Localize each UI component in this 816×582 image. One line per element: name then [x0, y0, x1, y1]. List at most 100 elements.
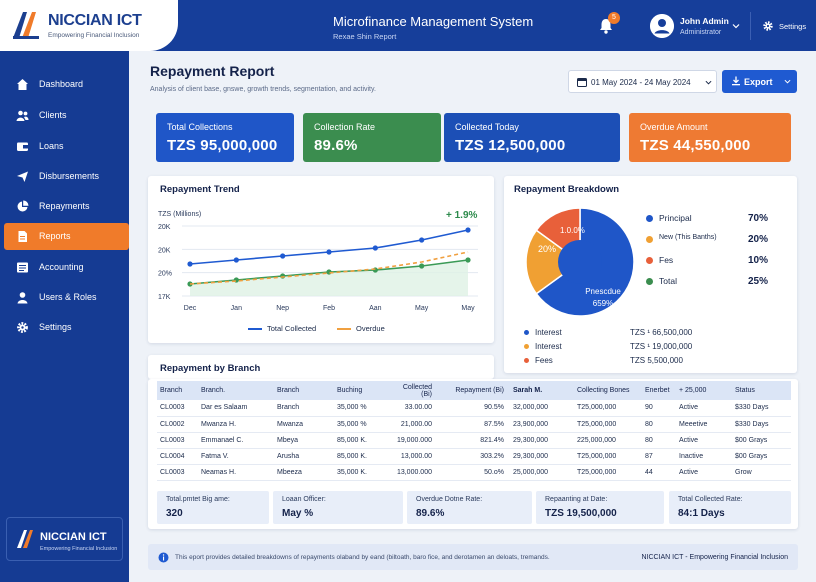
brand-logo[interactable]: NICCIAN ICT Empowering Financial Inclusi… — [0, 0, 178, 51]
sidebar-brand-name: NICCIAN ICT — [40, 531, 107, 543]
cell-repayment: 303.2% — [438, 448, 510, 465]
legend-label: Overdue — [356, 324, 385, 333]
legend-dot — [646, 278, 653, 285]
sidebar-brand-tagline: Empowering Financial Inclusion — [40, 546, 118, 552]
breakdown-name: New (This Banths) — [659, 234, 717, 241]
y-tick-label: 20% — [158, 271, 172, 278]
summary-label: Total Collected Rate: — [678, 496, 743, 503]
summary-label: Repaanting at Date: — [545, 496, 608, 503]
data-point — [326, 249, 332, 255]
status-badge: Inactive — [676, 448, 732, 465]
date-range-picker[interactable]: 01 May 2024 - 24 May 2024 — [568, 70, 717, 93]
pie-label: Pnescdue 659% — [585, 287, 621, 308]
cell-repayment: 87.5% — [438, 416, 510, 433]
summary-card: Repaanting at Date: TZS 19,500,000 — [536, 491, 664, 524]
trend-unit-label: TZS (Millions) — [158, 211, 202, 218]
table-row[interactable]: CL0002 Mwanza H. Mwanza 35,000 % 21,000.… — [157, 416, 791, 433]
chevron-down-icon[interactable] — [732, 22, 740, 30]
sidebar-item-clients[interactable]: Clients — [4, 102, 129, 129]
data-point — [372, 245, 378, 251]
avatar[interactable] — [650, 14, 674, 38]
summary-label: Loaan Officer: — [282, 496, 326, 503]
cell-count: 44 — [642, 464, 676, 481]
legend-total-collected: Total Collected — [248, 324, 316, 333]
cell-collected: 13,000.000 — [391, 464, 438, 481]
table-row[interactable]: CL0003 Neamas H. Mbeeza 35,000 K. 13,000… — [157, 464, 791, 481]
column-header[interactable]: Buching — [334, 381, 391, 400]
data-point — [280, 253, 286, 259]
pie-label: 20% — [538, 244, 557, 254]
table-row[interactable]: CL0003 Dar es Salaam Branch 35,000 % 33.… — [157, 400, 791, 417]
column-header[interactable]: Enerbet — [642, 381, 676, 400]
cell-repayment: 90.5% — [438, 400, 510, 417]
data-point — [372, 267, 378, 273]
column-header[interactable]: Status — [732, 381, 791, 400]
legend-label: Total Collected — [267, 324, 317, 333]
breakdown-legend-row: Principal 70% — [504, 213, 784, 227]
y-tick-label: 20K — [158, 224, 171, 231]
gear-icon[interactable] — [762, 20, 774, 32]
cell-amount: 32,000,000 — [510, 400, 574, 417]
cell-count: 80 — [642, 432, 676, 449]
cell-collecting: T25,000,000 — [574, 448, 642, 465]
cell-branch: Branch — [274, 400, 334, 417]
sidebar-item-accounting[interactable]: Accounting — [4, 254, 129, 281]
cell-id: CL0004 — [157, 448, 198, 465]
sidebar-item-disbursements[interactable]: Disbursements — [4, 163, 129, 190]
sidebar-item-repayments[interactable]: Repayments — [4, 193, 129, 220]
user-name[interactable]: John Admin — [680, 16, 729, 26]
column-header[interactable]: Collecting Bones — [574, 381, 642, 400]
branch-panel-header: Repayment by Branch — [148, 355, 494, 379]
sidebar-item-dashboard[interactable]: Dashboard — [4, 71, 129, 98]
cell-booking: 35,000 % — [334, 416, 391, 433]
kpi-collection-rate: Collection Rate 89.6% — [303, 113, 441, 162]
column-header[interactable]: Branch. — [198, 381, 274, 400]
sidebar-brand: NICCIAN ICT Empowering Financial Inclusi… — [6, 517, 123, 561]
status-badge: Active — [676, 464, 732, 481]
breakdown-amount-row: Fees — [524, 356, 553, 370]
cell-name: Mwanza H. — [198, 416, 274, 433]
kpi-label: Overdue Amount — [640, 122, 708, 132]
table-row[interactable]: CL0003 Emmanael C. Mbeya 85,000 K. 19,00… — [157, 432, 791, 449]
info-text: This eport provides detailed breakdowns … — [175, 554, 550, 561]
report-icon — [18, 231, 27, 242]
column-header[interactable]: Repayment (Bi) — [438, 381, 510, 400]
column-header[interactable]: Branch — [157, 381, 198, 400]
sidebar: Dashboard Clients Loans Disbursements Re… — [0, 51, 129, 582]
sidebar-item-label: Reports — [39, 231, 71, 241]
header-divider — [750, 12, 751, 40]
brand-mark-icon — [17, 530, 33, 548]
app-title: Microfinance Management System — [333, 14, 534, 29]
sidebar-item-settings[interactable]: Settings — [4, 314, 129, 341]
status-badge: Active — [676, 432, 732, 449]
export-button[interactable]: Export — [722, 70, 797, 93]
calendar-icon — [577, 78, 587, 87]
status-badge: Active — [676, 400, 732, 417]
branch-table: Branch Branch. Branch Buching Collected … — [157, 381, 791, 481]
panel-title: Repayment Trend — [160, 184, 240, 195]
table-row[interactable]: CL0004 Fatma V. Arusha 85,000 K. 13,000.… — [157, 448, 791, 465]
sidebar-item-reports[interactable]: Reports — [4, 223, 129, 250]
info-bar: This eport provides detailed breakdowns … — [148, 544, 798, 570]
page-description: Analysis of client base, gnswe, growth t… — [150, 86, 376, 93]
cell-booking: 35,000 % — [334, 400, 391, 417]
amount-value: TZS ¹ 19,000,000 — [630, 342, 693, 351]
kpi-label: Total Collections — [167, 122, 233, 132]
column-header[interactable]: Collected (Bi) — [391, 381, 438, 400]
brand-tagline: Empowering Financial Inclusion — [48, 32, 140, 39]
column-header[interactable]: + 25,000 — [676, 381, 732, 400]
amount-name: Fees — [535, 356, 553, 365]
sidebar-item-users-roles[interactable]: Users & Roles — [4, 284, 129, 311]
kpi-collected-today: Collected Today TZS 12,500,000 — [444, 113, 620, 162]
panel-title: Repayment by Branch — [160, 363, 261, 374]
column-header[interactable]: Sarah M. — [510, 381, 574, 400]
breakdown-pct: 20% — [748, 234, 769, 245]
kpi-total-collections: Total Collections TZS 95,000,000 — [156, 113, 294, 162]
y-tick-label: 20K — [158, 247, 171, 254]
settings-link[interactable]: Settings — [779, 22, 807, 31]
cell-name: Dar es Salaam — [198, 400, 274, 417]
sidebar-item-loans[interactable]: Loans — [4, 133, 129, 160]
data-point — [465, 257, 471, 263]
column-header[interactable]: Branch — [274, 381, 334, 400]
pie-slice — [525, 229, 582, 295]
